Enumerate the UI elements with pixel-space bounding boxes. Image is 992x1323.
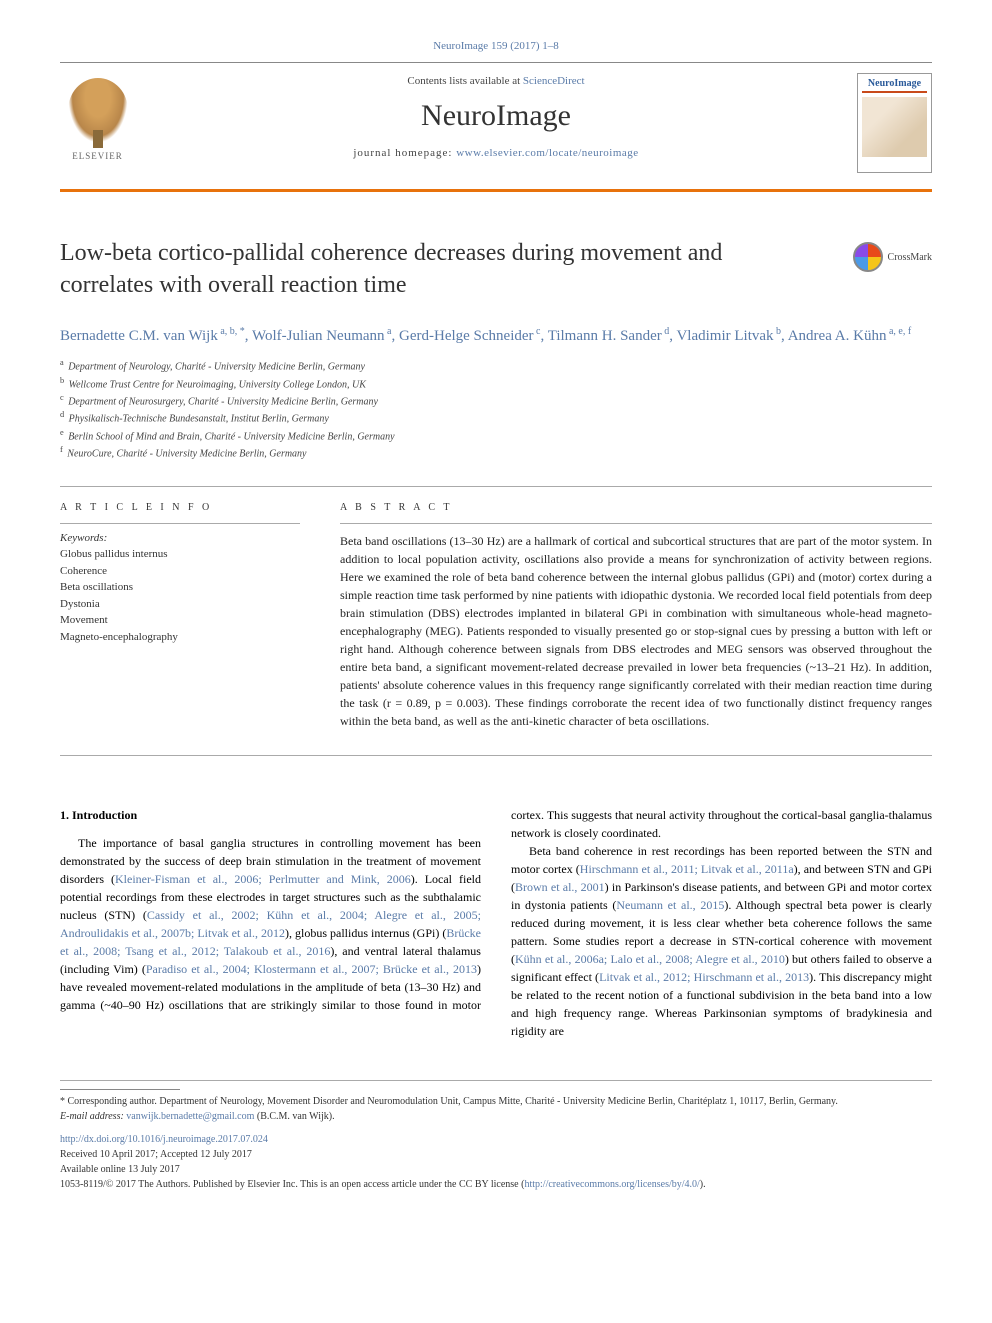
journal-header: ELSEVIER NeuroImage Contents lists avail… [60,62,932,192]
received-date: Received 10 April 2017; Accepted 12 July… [60,1147,932,1162]
crossmark-badge[interactable]: CrossMark [853,242,932,272]
email-link[interactable]: vanwijk.bernadette@gmail.com [126,1111,254,1122]
page-footer: * Corresponding author. Department of Ne… [60,1080,932,1192]
keyword-item: Coherence [60,563,300,580]
affiliation-item: e Berlin School of Mind and Brain, Chari… [60,427,932,444]
citation-link[interactable]: Litvak et al., 2012; Hirschmann et al., … [599,970,809,984]
publisher-name: ELSEVIER [72,151,123,161]
body-paragraph-2: Beta band coherence in rest recordings h… [511,842,932,1040]
keywords-list: Globus pallidus internusCoherenceBeta os… [60,546,300,645]
cover-title: NeuroImage [862,78,927,93]
top-citation: NeuroImage 159 (2017) 1–8 [60,40,932,52]
keyword-item: Movement [60,612,300,629]
sciencedirect-link[interactable]: ScienceDirect [523,75,585,87]
body-text: 1. Introduction The importance of basal … [60,806,932,1040]
citation-link[interactable]: Neumann et al., 2015 [616,898,724,912]
keywords-label: Keywords: [60,532,300,544]
section-heading: 1. Introduction [60,806,481,824]
contents-prefix: Contents lists available at [407,75,522,87]
footnote-separator [60,1089,180,1090]
affiliation-item: f NeuroCure, Charité - University Medici… [60,444,932,461]
doi-link[interactable]: http://dx.doi.org/10.1016/j.neuroimage.2… [60,1132,932,1147]
elsevier-tree-icon [68,78,128,143]
article-info-column: A R T I C L E I N F O Keywords: Globus p… [60,502,300,730]
divider [340,523,932,524]
homepage-prefix: journal homepage: [353,147,456,159]
available-date: Available online 13 July 2017 [60,1162,932,1177]
article-info-label: A R T I C L E I N F O [60,502,300,513]
crossmark-label: CrossMark [888,252,932,263]
citation-link[interactable]: Kleiner-Fisman et al., 2006; Perlmutter … [115,872,411,886]
divider [60,523,300,524]
citation-link[interactable]: Paradiso et al., 2004; Klostermann et al… [146,962,477,976]
email-line: E-mail address: vanwijk.bernadette@gmail… [60,1109,932,1124]
keyword-item: Beta oscillations [60,579,300,596]
license-link[interactable]: http://creativecommons.org/licenses/by/4… [524,1179,699,1190]
journal-name: NeuroImage [150,99,842,133]
abstract-text: Beta band oscillations (13–30 Hz) are a … [340,532,932,730]
corresponding-author: * Corresponding author. Department of Ne… [60,1094,932,1109]
authors-list: Bernadette C.M. van Wijk a, b, *, Wolf-J… [60,324,932,348]
citation-link[interactable]: Brown et al., 2001 [515,880,605,894]
citation-link[interactable]: Kühn et al., 2006a; Lalo et al., 2008; A… [515,952,785,966]
affiliation-item: c Department of Neurosurgery, Charité - … [60,392,932,409]
homepage-link[interactable]: www.elsevier.com/locate/neuroimage [456,147,638,159]
email-label: E-mail address: [60,1111,126,1122]
keyword-item: Globus pallidus internus [60,546,300,563]
affiliation-item: b Wellcome Trust Centre for Neuroimaging… [60,375,932,392]
email-suffix: (B.C.M. van Wijk). [254,1111,334,1122]
citation-link[interactable]: Cassidy et al., 2002; Kühn et al., 2004;… [60,908,481,940]
article-title: Low-beta cortico-pallidal coherence decr… [60,237,932,302]
journal-cover-thumbnail: NeuroImage [857,73,932,173]
citation-link[interactable]: Hirschmann et al., 2011; Litvak et al., … [580,862,794,876]
affiliation-item: d Physikalisch-Technische Bundesanstalt,… [60,409,932,426]
keyword-item: Dystonia [60,596,300,613]
elsevier-logo: ELSEVIER [60,78,135,168]
divider [60,755,932,756]
crossmark-icon [853,242,883,272]
contents-available-line: Contents lists available at ScienceDirec… [150,75,842,87]
affiliation-item: a Department of Neurology, Charité - Uni… [60,357,932,374]
keyword-item: Magneto-encephalography [60,629,300,646]
affiliations-list: a Department of Neurology, Charité - Uni… [60,357,932,461]
copyright-suffix: ). [700,1179,706,1190]
homepage-line: journal homepage: www.elsevier.com/locat… [150,147,842,159]
abstract-label: A B S T R A C T [340,502,932,513]
copyright-prefix: 1053-8119/© 2017 The Authors. Published … [60,1179,524,1190]
abstract-column: A B S T R A C T Beta band oscillations (… [340,502,932,730]
divider [60,486,932,487]
cover-image-icon [862,97,927,157]
copyright-line: 1053-8119/© 2017 The Authors. Published … [60,1177,932,1192]
